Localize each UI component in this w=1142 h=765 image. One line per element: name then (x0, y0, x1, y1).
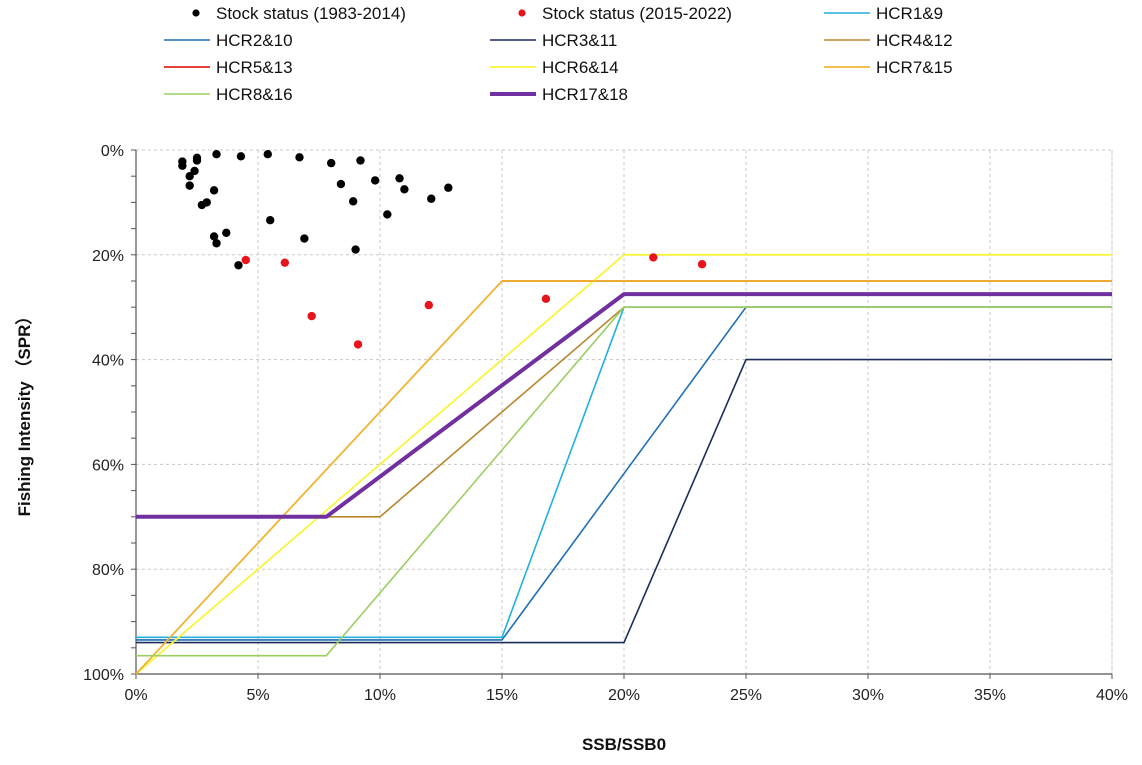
legend-marker (192, 9, 199, 16)
data-point (237, 152, 245, 160)
data-point (354, 340, 362, 348)
legend-label: HCR7&15 (876, 58, 953, 77)
data-point (425, 301, 433, 309)
y-tick-label: 0% (101, 143, 124, 160)
y-tick-label: 60% (92, 457, 124, 474)
legend-item: Stock status (2015-2022) (518, 4, 732, 23)
x-tick-label: 40% (1096, 687, 1128, 704)
legend-marker (518, 9, 525, 16)
data-point (351, 245, 359, 253)
data-point (356, 156, 364, 164)
x-tick-label: 10% (364, 687, 396, 704)
legend-label: HCR8&16 (216, 85, 293, 104)
data-point (542, 295, 550, 303)
x-tick-label: 20% (608, 687, 640, 704)
legend-label: Stock status (1983-2014) (216, 4, 406, 23)
data-point (266, 216, 274, 224)
legend-item: HCR8&16 (164, 85, 293, 104)
x-tick-label: 25% (730, 687, 762, 704)
data-point (212, 150, 220, 158)
data-point (395, 174, 403, 182)
data-point (178, 162, 186, 170)
legend-label: HCR1&9 (876, 4, 943, 23)
data-point (212, 239, 220, 247)
legend-label: HCR5&13 (216, 58, 293, 77)
x-tick-label: 30% (852, 687, 884, 704)
x-tick-label: 15% (486, 687, 518, 704)
data-point (295, 153, 303, 161)
x-tick-labels: 0% 5% 10% 15% 20% 25% 30% 35% 40% (124, 687, 1128, 704)
data-point (649, 253, 657, 261)
legend-item: HCR17&18 (490, 85, 628, 104)
data-point (185, 181, 193, 189)
data-point (427, 195, 435, 203)
x-tick-label: 35% (974, 687, 1006, 704)
legend-label: HCR6&14 (542, 58, 619, 77)
data-point (222, 229, 230, 237)
series-points (178, 150, 706, 349)
legend: Stock status (1983-2014) Stock status (20… (164, 4, 953, 104)
data-point (203, 198, 211, 206)
data-point (210, 186, 218, 194)
y-tick-label: 40% (92, 353, 124, 370)
y-tick-label: 100% (83, 667, 124, 684)
x-tick-label: 0% (124, 687, 147, 704)
legend-item: HCR6&14 (490, 58, 619, 77)
data-point (193, 156, 201, 164)
data-point (190, 167, 198, 175)
legend-item: HCR4&12 (824, 31, 953, 50)
data-point (349, 197, 357, 205)
legend-item: HCR5&13 (164, 58, 293, 77)
y-tick-label: 20% (92, 248, 124, 265)
data-point (327, 159, 335, 167)
legend-label: Stock status (2015-2022) (542, 4, 732, 23)
data-point (400, 185, 408, 193)
legend-label: HCR4&12 (876, 31, 953, 50)
data-point (337, 180, 345, 188)
data-point (300, 234, 308, 242)
data-point (281, 258, 289, 266)
grid (131, 150, 1112, 679)
legend-item: HCR3&11 (490, 31, 617, 50)
y-axis-title: Fishing Intensity （SPR） (14, 308, 34, 517)
series-line-hcr7-15 (136, 281, 1112, 674)
legend-label: HCR17&18 (542, 85, 628, 104)
series-line-hcr17-18 (136, 294, 1112, 517)
data-point (383, 210, 391, 218)
y-tick-label: 80% (92, 562, 124, 579)
legend-item: HCR1&9 (824, 4, 943, 23)
data-point (698, 260, 706, 268)
x-tick-label: 5% (246, 687, 269, 704)
legend-item: Stock status (1983-2014) (192, 4, 406, 23)
y-tick-labels: 0% 20% 40% 60% 80% 100% (83, 143, 124, 684)
data-point (371, 176, 379, 184)
legend-item: HCR7&15 (824, 58, 953, 77)
data-point (234, 261, 242, 269)
legend-item: HCR2&10 (164, 31, 293, 50)
data-point (242, 256, 250, 264)
x-axis-title: SSB/SSB0 (582, 735, 666, 754)
data-point (307, 312, 315, 320)
data-point (444, 184, 452, 192)
legend-label: HCR2&10 (216, 31, 293, 50)
legend-label: HCR3&11 (542, 31, 617, 50)
data-point (264, 150, 272, 158)
